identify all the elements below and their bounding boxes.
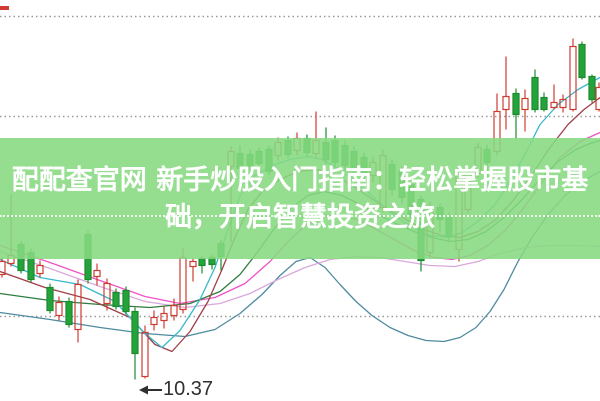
candle-up bbox=[55, 296, 63, 321]
candle-up bbox=[502, 56, 510, 130]
candle-down bbox=[46, 283, 54, 314]
candle-down bbox=[512, 88, 520, 140]
candle-up bbox=[595, 82, 600, 112]
candle-up bbox=[189, 258, 197, 282]
candle-up bbox=[170, 298, 178, 321]
candle-down bbox=[531, 69, 539, 113]
candle-down bbox=[540, 92, 548, 112]
banner-text-line-1: 配配查官网 新手炒股入门指南：轻松掌握股市基 bbox=[11, 164, 589, 196]
left-edge-tick bbox=[0, 6, 9, 10]
candle-up bbox=[103, 278, 111, 311]
gridline-through-banner bbox=[0, 215, 600, 217]
candle-up bbox=[150, 310, 158, 331]
banner-text-line-2: 础，开启智慧投资之旅 bbox=[165, 201, 435, 233]
promo-banner: 配配查官网 新手炒股入门指南：轻松掌握股市基 础，开启智慧投资之旅 bbox=[0, 138, 600, 259]
candle-up bbox=[521, 89, 529, 132]
candle-up bbox=[93, 263, 101, 286]
candle-up bbox=[74, 279, 82, 343]
candle-down bbox=[578, 41, 586, 80]
low-price-arrow bbox=[139, 385, 162, 395]
candle-down bbox=[112, 288, 120, 310]
candle-up bbox=[141, 325, 149, 379]
candle-up bbox=[569, 38, 577, 112]
candle-up bbox=[160, 306, 168, 329]
candle-up bbox=[550, 84, 558, 110]
candle-down bbox=[131, 307, 139, 380]
low-price-label: 10.37 bbox=[163, 378, 214, 400]
candle-up bbox=[36, 260, 44, 278]
candle-down bbox=[65, 297, 73, 328]
candle-up bbox=[559, 94, 567, 113]
candle-down bbox=[122, 286, 130, 315]
candle-down bbox=[588, 74, 596, 103]
